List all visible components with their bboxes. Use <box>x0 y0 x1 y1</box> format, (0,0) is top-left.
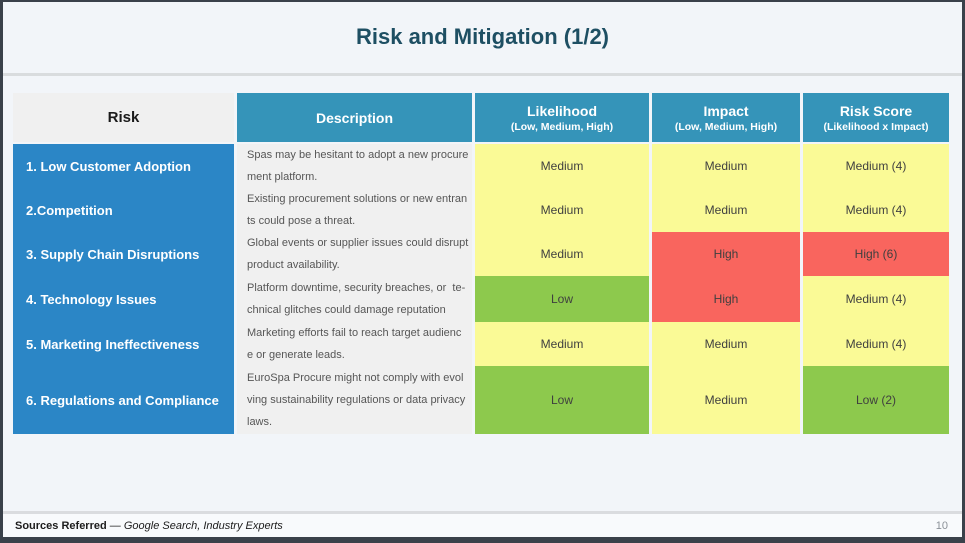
footer: Sources Referred — Google Search, Indust… <box>3 511 962 537</box>
impact-cell: High <box>652 276 800 322</box>
likelihood-cell: Low <box>475 366 649 434</box>
impact-cell: Medium <box>652 188 800 232</box>
sources-separator: — <box>109 519 121 532</box>
header-risk-score-subtitle: (Likelihood x Impact) <box>823 120 929 133</box>
header-description: Description <box>237 93 472 142</box>
likelihood-cell: Medium <box>475 322 649 366</box>
risk-score-cell: Medium (4) <box>803 276 949 322</box>
risk-description: Existing procurement solutions or new en… <box>237 188 472 232</box>
header-description-label: Description <box>315 109 393 126</box>
header-risk-score-title: Risk Score <box>839 102 913 119</box>
risk-score-cell: Medium (4) <box>803 188 949 232</box>
risk-score-cell: High (6) <box>803 232 949 276</box>
title-divider <box>3 73 962 76</box>
risk-score-cell: Medium (4) <box>803 322 949 366</box>
header-impact-subtitle: (Low, Medium, High) <box>674 120 778 133</box>
likelihood-cell: Low <box>475 276 649 322</box>
risk-label: 5. Marketing Ineffectiveness <box>13 322 234 366</box>
likelihood-cell: Medium <box>475 144 649 188</box>
risk-label: 1. Low Customer Adoption <box>13 144 234 188</box>
header-risk: Risk <box>13 93 234 142</box>
header-likelihood-title: Likelihood <box>527 102 597 119</box>
header-likelihood-subtitle: (Low, Medium, High) <box>510 120 614 133</box>
page-title: Risk and Mitigation (1/2) <box>355 24 610 49</box>
header-likelihood: Likelihood (Low, Medium, High) <box>475 93 649 142</box>
risk-label: 6. Regulations and Compliance <box>13 366 234 434</box>
risk-description: Marketing efforts fail to reach target a… <box>237 322 472 366</box>
impact-cell: Medium <box>652 366 800 434</box>
title-bar: Risk and Mitigation (1/2) <box>3 2 962 72</box>
risk-label: 3. Supply Chain Disruptions <box>13 232 234 276</box>
impact-cell: Medium <box>652 144 800 188</box>
table-body: 1. Low Customer Adoption Spas may be hes… <box>13 144 949 434</box>
sources-value: Google Search, Industry Experts <box>123 519 283 532</box>
likelihood-cell: Medium <box>475 232 649 276</box>
impact-cell: High <box>652 232 800 276</box>
header-risk-score: Risk Score (Likelihood x Impact) <box>803 93 949 142</box>
risk-score-cell: Medium (4) <box>803 144 949 188</box>
header-risk-label: Risk <box>107 108 140 126</box>
sources-label: Sources Referred <box>15 519 107 532</box>
sources-referred: Sources Referred — Google Search, Indust… <box>15 520 283 532</box>
table-header-row: Risk Description Likelihood (Low, Medium… <box>13 93 949 142</box>
likelihood-cell: Medium <box>475 188 649 232</box>
risk-label: 2.Competition <box>13 188 234 232</box>
impact-cell: Medium <box>652 322 800 366</box>
risk-label: 4. Technology Issues <box>13 276 234 322</box>
risk-description: Global events or supplier issues could d… <box>237 232 472 276</box>
header-impact: Impact (Low, Medium, High) <box>652 93 800 142</box>
risk-description: Spas may be hesitant to adopt a new proc… <box>237 144 472 188</box>
page-number: 10 <box>935 519 948 532</box>
risk-table: Risk Description Likelihood (Low, Medium… <box>13 93 949 434</box>
risk-description: Platform downtime, security breaches, or… <box>237 276 472 322</box>
risk-description: EuroSpa Procure might not comply with ev… <box>237 366 472 434</box>
header-impact-title: Impact <box>703 102 749 119</box>
risk-score-cell: Low (2) <box>803 366 949 434</box>
